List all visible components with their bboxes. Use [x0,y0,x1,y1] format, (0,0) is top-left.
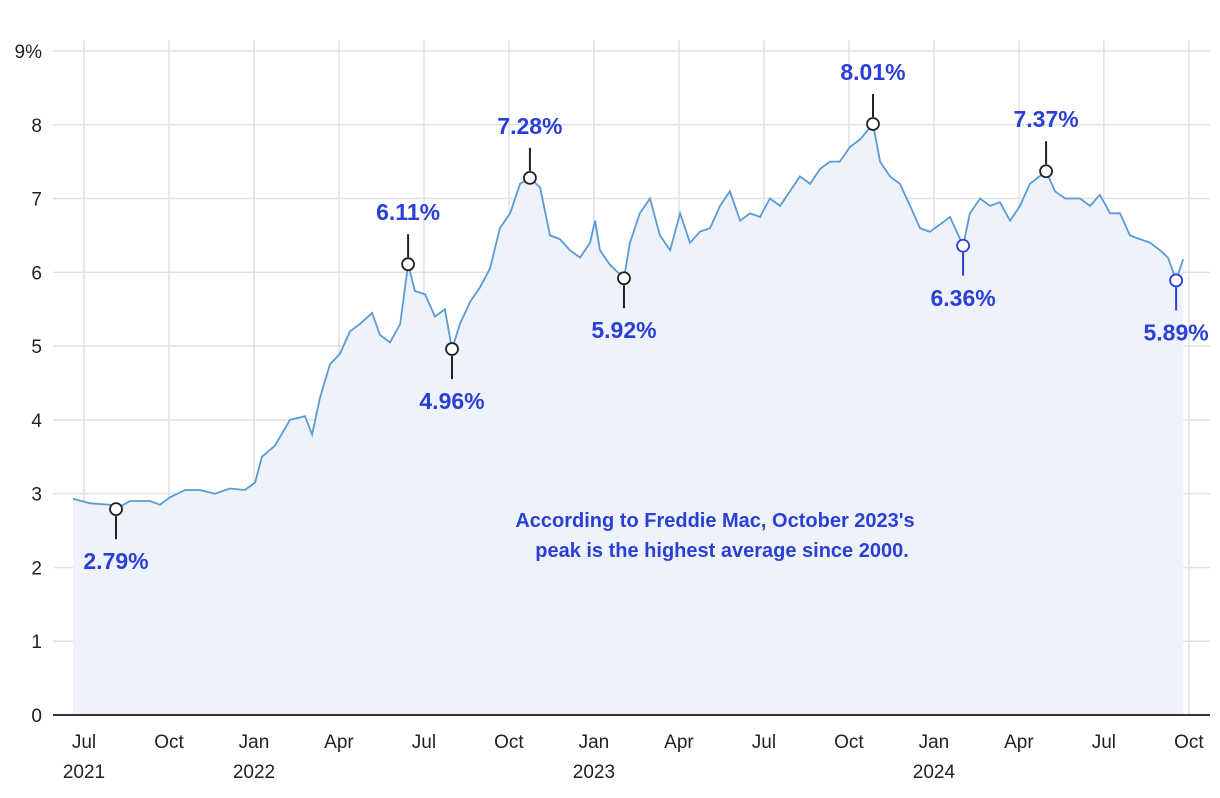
annotation-label: 5.89% [1144,319,1209,345]
y-tick-label: 9% [15,42,43,63]
x-tick-label: Jul [412,732,436,753]
annotation-label: 6.36% [930,285,995,311]
y-tick-label: 4 [31,411,42,432]
annotation-label: 5.92% [591,317,656,343]
x-tick-label: Jan [239,732,270,753]
x-tick-label: Jul [752,732,776,753]
x-tick-year: 2022 [233,762,275,783]
x-tick-label: Jul [1092,732,1116,753]
x-tick-label: Apr [324,732,354,753]
annotation-marker [523,170,537,185]
x-tick-label: Jan [579,732,610,753]
x-tick-label: Jan [919,732,950,753]
y-tick-label: 2 [31,558,42,579]
annotation-marker [445,342,459,356]
annotation-label: 4.96% [419,388,484,414]
annotation-label: 6.11% [376,199,440,225]
annotation-marker [956,238,970,253]
y-tick-label: 8 [31,116,42,137]
annotation-label: 7.37% [1013,106,1078,132]
annotation-marker [401,257,415,272]
x-tick-year: 2023 [573,762,615,783]
annotation-label: 2.79% [83,548,148,574]
y-tick-label: 5 [31,337,42,358]
rate-line [72,121,1185,511]
x-tick-year: 2024 [913,762,956,783]
rate-area [73,124,1184,715]
annotation-marker [866,117,880,131]
x-tick-label: Oct [834,732,864,753]
annotation-marker [109,502,123,517]
y-tick-label: 3 [31,485,42,506]
x-tick-label: Apr [1004,732,1034,753]
x-tick-label: Apr [664,732,694,753]
annotation-marker [1039,164,1053,179]
note-line-1: According to Freddie Mac, October 2023's [515,510,914,532]
x-tick-label: Jul [72,732,96,753]
annotation-marker [617,271,631,286]
x-tick-label: Oct [154,732,184,753]
x-tick-year: 2021 [63,762,105,783]
annotation-label: 7.28% [497,113,562,139]
note-line-2: peak is the highest average since 2000. [535,540,909,562]
annotation-marker [1169,273,1184,288]
y-tick-label: 7 [31,190,42,211]
x-tick-label: Oct [1174,732,1204,753]
y-tick-label: 6 [31,263,42,284]
x-tick-label: Oct [494,732,524,753]
annotation-label: 8.01% [840,59,905,85]
y-tick-label: 1 [31,632,42,653]
y-tick-label: 0 [31,706,42,727]
